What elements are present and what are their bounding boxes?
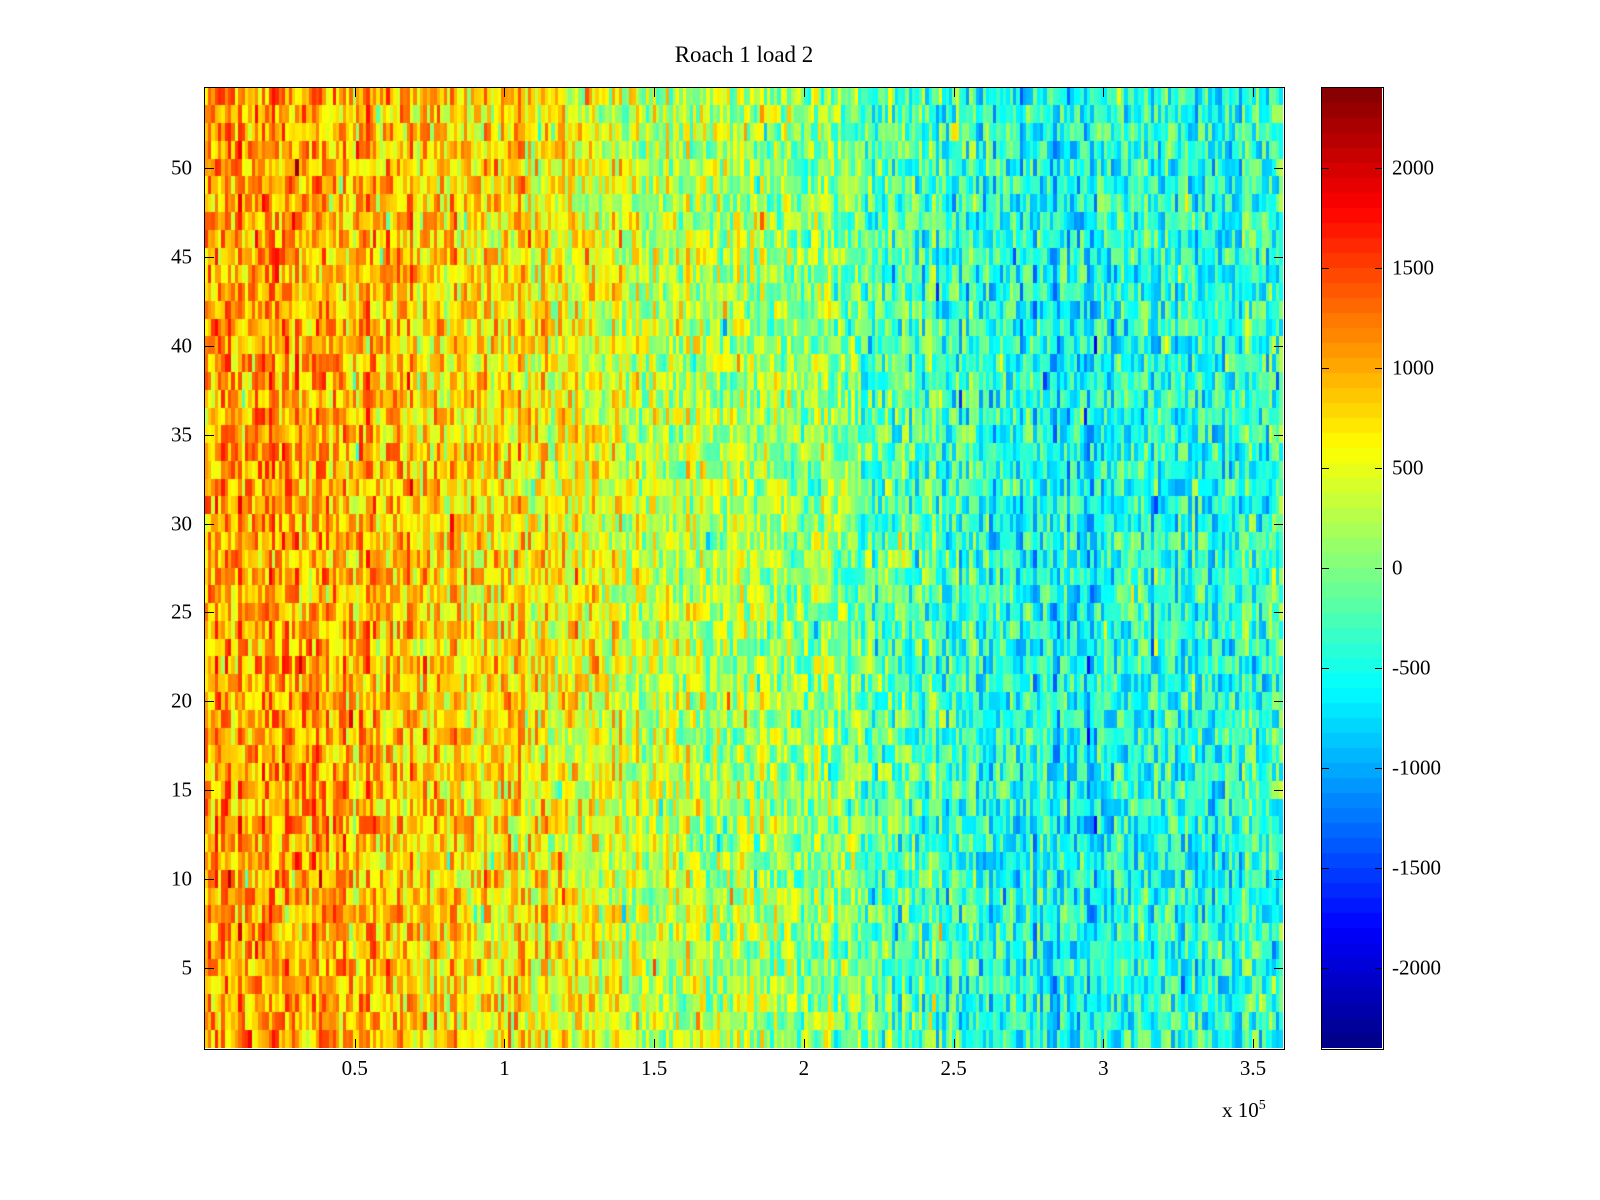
x-tick-mark xyxy=(1253,88,1255,97)
colorbar-tick-label: -1000 xyxy=(1392,755,1441,780)
x-tick-label: 1 xyxy=(499,1056,510,1080)
y-tick-mark xyxy=(1274,968,1283,969)
colorbar-tick-mark xyxy=(1322,568,1329,569)
y-tick-label: 5 xyxy=(181,955,193,980)
y-tick-mark xyxy=(205,345,214,347)
colorbar-tick-label: -500 xyxy=(1392,655,1431,680)
x-tick-mark xyxy=(1103,1039,1105,1048)
y-tick-mark xyxy=(1274,345,1283,347)
colorbar-tick-mark xyxy=(1375,868,1382,869)
x-tick-mark xyxy=(654,88,656,97)
colorbar-tick-label: 1500 xyxy=(1392,255,1434,280)
colorbar-tick-mark xyxy=(1322,168,1329,169)
colorbar-tick-mark xyxy=(1375,168,1382,169)
x-tick-label: 3.5 xyxy=(1239,1056,1267,1080)
y-tick-label: 50 xyxy=(171,155,192,180)
colorbar-tick-mark xyxy=(1322,768,1329,769)
x-exponent-power: 5 xyxy=(1258,1098,1266,1113)
colorbar-tick-mark xyxy=(1322,968,1329,969)
y-tick-label: 35 xyxy=(171,422,192,447)
colorbar-tick-label: -1500 xyxy=(1392,855,1441,880)
colorbar-tick-label: 1000 xyxy=(1392,355,1434,380)
y-tick-label: 25 xyxy=(171,599,192,624)
y-tick-label: 20 xyxy=(171,688,192,713)
y-tick-mark xyxy=(205,523,214,525)
colorbar-tick-label: 0 xyxy=(1392,555,1403,580)
x-tick-label: 2 xyxy=(798,1056,810,1080)
x-tick-mark xyxy=(953,88,955,97)
x-tick-label: 0.5 xyxy=(341,1056,368,1080)
x-tick-mark xyxy=(1253,1039,1255,1048)
x-tick-label: 2.5 xyxy=(940,1056,967,1080)
x-tick-mark xyxy=(504,1039,506,1048)
x-exponent-base: x 10 xyxy=(1222,1098,1259,1122)
colorbar-tick-mark xyxy=(1375,768,1382,769)
y-tick-mark xyxy=(1274,168,1283,169)
y-tick-label: 10 xyxy=(171,866,192,891)
y-tick-mark xyxy=(1274,612,1283,614)
colorbar-tick-mark xyxy=(1322,468,1329,469)
y-tick-mark xyxy=(205,879,214,881)
x-tick-mark xyxy=(953,1039,955,1048)
colorbar-tick-mark xyxy=(1322,868,1329,869)
y-tick-mark xyxy=(205,968,214,969)
y-tick-label: 45 xyxy=(171,244,192,269)
colorbar-tick-mark xyxy=(1375,568,1382,569)
y-tick-mark xyxy=(1274,523,1283,525)
y-tick-mark xyxy=(205,790,214,792)
x-tick-mark xyxy=(654,1039,656,1048)
colorbar-tick-mark xyxy=(1322,268,1329,269)
colorbar-tick-mark xyxy=(1375,468,1382,469)
y-tick-label: 40 xyxy=(171,333,192,358)
heatmap-canvas xyxy=(205,88,1283,1048)
colorbar-tick-mark xyxy=(1375,368,1382,369)
y-tick-label: 30 xyxy=(171,511,192,536)
y-tick-mark xyxy=(205,168,214,169)
x-tick-label: 1.5 xyxy=(641,1056,668,1080)
x-tick-mark xyxy=(803,1039,805,1048)
colorbar-tick-label: -2000 xyxy=(1392,955,1441,980)
colorbar-tick-mark xyxy=(1375,668,1382,669)
y-tick-label: 15 xyxy=(171,777,192,802)
y-tick-mark xyxy=(1274,256,1283,258)
x-tick-mark xyxy=(1103,88,1105,97)
x-tick-mark xyxy=(354,1039,356,1048)
colorbar-tick-label: 2000 xyxy=(1392,155,1434,180)
y-tick-mark xyxy=(1274,434,1283,436)
colorbar xyxy=(1322,88,1382,1048)
colorbar-tick-mark xyxy=(1375,268,1382,269)
colorbar-tick-label: 500 xyxy=(1392,455,1424,480)
y-tick-mark xyxy=(1274,701,1283,703)
y-tick-mark xyxy=(205,612,214,614)
x-tick-mark xyxy=(504,88,506,97)
x-tick-mark xyxy=(803,88,805,97)
plot-title: Roach 1 load 2 xyxy=(674,42,814,67)
y-tick-mark xyxy=(1274,790,1283,792)
y-tick-mark xyxy=(205,434,214,436)
y-tick-mark xyxy=(205,256,214,258)
x-tick-mark xyxy=(354,88,356,97)
x-axis-exponent-label: x 105 xyxy=(1222,1098,1266,1123)
y-tick-mark xyxy=(205,701,214,703)
colorbar-tick-mark xyxy=(1322,368,1329,369)
colorbar-tick-mark xyxy=(1375,968,1382,969)
y-tick-mark xyxy=(1274,879,1283,881)
colorbar-tick-mark xyxy=(1322,668,1329,669)
x-tick-label: 3 xyxy=(1098,1056,1109,1080)
